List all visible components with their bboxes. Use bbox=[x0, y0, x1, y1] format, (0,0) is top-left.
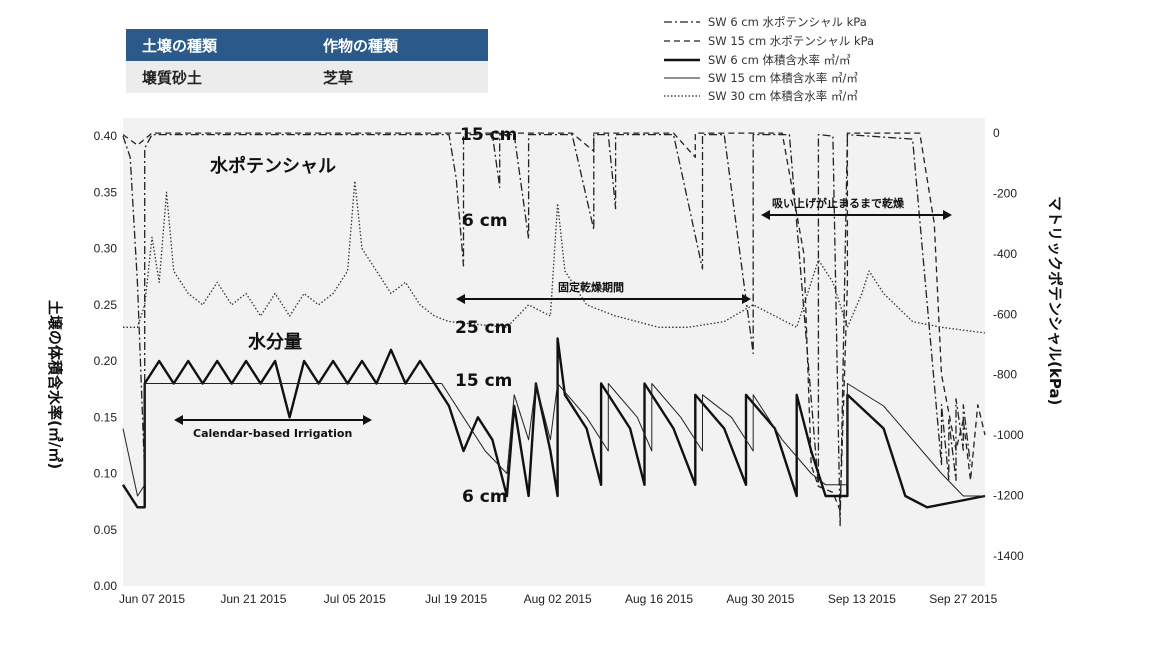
fixed-dry-arrow bbox=[456, 294, 751, 304]
x-tick-label: Aug 30 2015 bbox=[726, 592, 794, 606]
svg-text:SW 15 cm 体積含水率 ㎥/㎥: SW 15 cm 体積含水率 ㎥/㎥ bbox=[708, 71, 858, 85]
svg-text:SW 15 cm 水ポテンシャル kPa: SW 15 cm 水ポテンシャル kPa bbox=[708, 34, 874, 48]
plot-area bbox=[123, 118, 985, 586]
legend-item: SW 6 cm 水ポテンシャル kPa bbox=[664, 15, 867, 29]
y-tick-label: 0.05 bbox=[94, 523, 118, 537]
y-tick-label: 0.35 bbox=[94, 185, 118, 199]
annotation-calendar: Calendar-based Irrigation bbox=[193, 427, 352, 440]
info-table: 土壌の種類 作物の種類 壌質砂土 芝草 bbox=[126, 29, 488, 93]
x-tick-label: Sep 27 2015 bbox=[929, 592, 997, 606]
y-tick-label: 0.10 bbox=[94, 467, 118, 481]
annotation-fixed-dry: 固定乾燥期間 bbox=[558, 280, 624, 294]
svg-text:SW 6 cm 水ポテンシャル kPa: SW 6 cm 水ポテンシャル kPa bbox=[708, 15, 867, 29]
x-tick-label: Sep 13 2015 bbox=[828, 592, 896, 606]
header-soil-type: 土壌の種類 bbox=[126, 29, 307, 61]
dry-until-arrow bbox=[761, 210, 952, 220]
y2-axis-title: マトリックポテンシャル(kPa) bbox=[1046, 196, 1064, 405]
annotation-pot-15: 15 cm bbox=[460, 125, 517, 145]
annotation-dry-until: 吸い上げが止まるまで乾燥 bbox=[772, 196, 905, 210]
y2-tick-label: -600 bbox=[993, 307, 1017, 321]
y2-tick-label: 0 bbox=[993, 126, 1000, 140]
series-line-5 bbox=[123, 180, 986, 334]
y2-tick-label: -400 bbox=[993, 247, 1017, 261]
annotation-potential-title: 水ポテンシャル bbox=[210, 155, 336, 177]
legend-item: SW 6 cm 体積含水率 ㎥/㎥ bbox=[664, 53, 851, 67]
x-tick-label: Jul 05 2015 bbox=[324, 592, 386, 606]
annotation-pot-6: 6 cm bbox=[462, 211, 508, 231]
value-crop-type: 芝草 bbox=[307, 61, 488, 93]
x-tick-label: Aug 02 2015 bbox=[524, 592, 592, 606]
y-axis-title: 土壌の体積含水率(㎥/㎥) bbox=[46, 300, 64, 469]
legend: SW 6 cm 水ポテンシャル kPa SW 15 cm 水ポテンシャル kPa… bbox=[664, 15, 874, 103]
x-tick-label: Jun 21 2015 bbox=[220, 592, 286, 606]
svg-text:SW 30 cm 体積含水率 ㎥/㎥: SW 30 cm 体積含水率 ㎥/㎥ bbox=[708, 89, 858, 103]
y-tick-label: 0.00 bbox=[94, 579, 118, 593]
legend-item: SW 15 cm 水ポテンシャル kPa bbox=[664, 34, 874, 48]
legend-item: SW 30 cm 体積含水率 ㎥/㎥ bbox=[664, 89, 858, 103]
annotation-vwc-25: 25 cm bbox=[455, 318, 512, 338]
calendar-irrigation-arrow bbox=[174, 415, 372, 425]
y-tick-label: 0.25 bbox=[94, 298, 118, 312]
y2-tick-label: -1400 bbox=[993, 549, 1024, 563]
annotation-vwc-15: 15 cm bbox=[455, 371, 512, 391]
x-tick-label: Aug 16 2015 bbox=[625, 592, 693, 606]
series-line-4 bbox=[122, 383, 985, 497]
series-line-1 bbox=[122, 133, 972, 527]
y2-tick-label: -1200 bbox=[993, 488, 1024, 502]
y-tick-label: 0.30 bbox=[94, 242, 118, 256]
annotation-moisture-title: 水分量 bbox=[248, 331, 302, 353]
y2-tick-label: -800 bbox=[993, 368, 1017, 382]
info-table-value-row: 壌質砂土 芝草 bbox=[126, 61, 488, 93]
x-tick-label: Jun 07 2015 bbox=[119, 592, 185, 606]
axis-layer: 0.00 0.05 0.10 0.15 0.20 0.25 0.30 0.35 0.40 0 -20… bbox=[94, 126, 1024, 606]
value-soil-type: 壌質砂土 bbox=[126, 61, 307, 93]
legend-item: SW 15 cm 体積含水率 ㎥/㎥ bbox=[664, 71, 858, 85]
y-tick-label: 0.15 bbox=[94, 410, 118, 424]
y2-tick-label: -1000 bbox=[993, 428, 1024, 442]
header-crop-type: 作物の種類 bbox=[307, 29, 488, 61]
svg-text:SW 6 cm 体積含水率 ㎥/㎥: SW 6 cm 体積含水率 ㎥/㎥ bbox=[708, 53, 851, 67]
annotation-vwc-6: 6 cm bbox=[462, 487, 508, 507]
y-tick-label: 0.40 bbox=[94, 129, 118, 143]
series-line-2 bbox=[122, 132, 986, 512]
x-tick-label: Jul 19 2015 bbox=[425, 592, 487, 606]
y2-tick-label: -200 bbox=[993, 186, 1017, 200]
series-line-3 bbox=[121, 337, 986, 509]
series-layer bbox=[121, 132, 986, 527]
info-table-header-row: 土壌の種類 作物の種類 bbox=[126, 29, 488, 61]
y-tick-label: 0.20 bbox=[94, 354, 118, 368]
